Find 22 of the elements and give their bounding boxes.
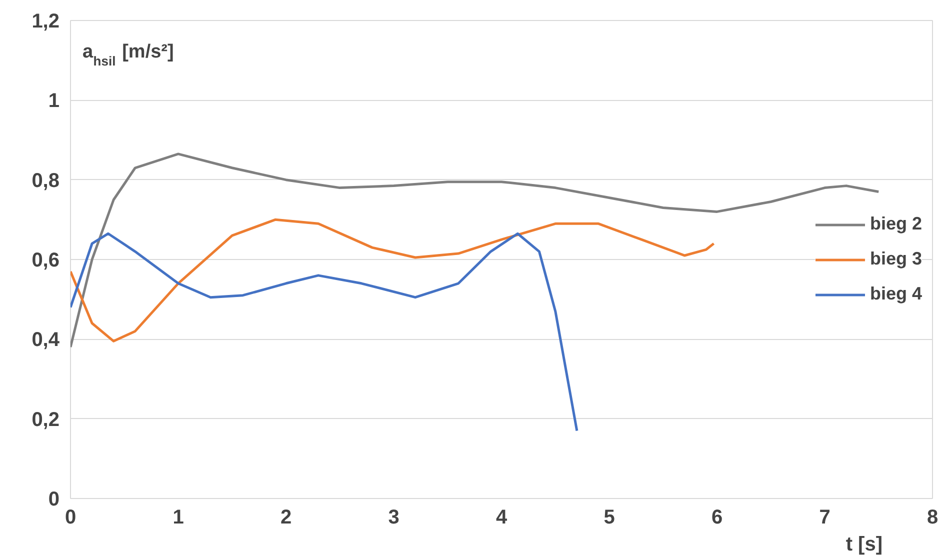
x-tick-label: 4: [496, 506, 508, 528]
y-tick-label: 0,8: [32, 170, 60, 192]
x-tick-label: 8: [926, 506, 938, 528]
x-tick-label: 2: [280, 506, 292, 528]
y-tick-label: 0,6: [32, 250, 60, 272]
x-tick-label: 7: [819, 506, 830, 528]
legend-label: bieg 2: [870, 214, 922, 234]
x-tick-label: 5: [604, 506, 615, 528]
y-tick-label: 0,2: [32, 408, 60, 431]
y-tick-label: 0,4: [32, 329, 60, 352]
legend-label: bieg 3: [870, 248, 922, 270]
y-tick-label: 1: [48, 90, 60, 112]
x-axis-title: t [s]: [846, 534, 883, 556]
y-tick-label: 0: [48, 488, 60, 510]
line-series: [70, 218, 716, 342]
x-tick-label: 3: [388, 506, 400, 528]
x-tick-label: 6: [711, 506, 723, 528]
x-tick-label: 0: [64, 506, 76, 528]
legend-label: bieg 4: [870, 284, 922, 304]
x-tick-label: 1: [172, 506, 184, 528]
y-tick-label: 1,2: [32, 10, 60, 32]
line-series: [70, 232, 578, 432]
